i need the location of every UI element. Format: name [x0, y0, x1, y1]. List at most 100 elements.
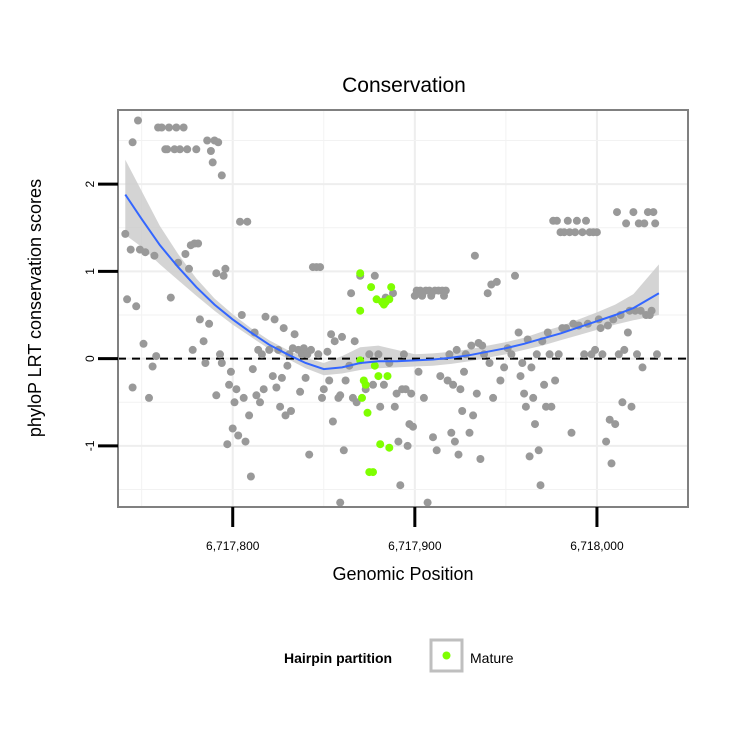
data-point [283, 361, 292, 370]
mature-point [369, 468, 377, 477]
data-point [603, 321, 612, 330]
data-point [591, 345, 600, 354]
data-point [248, 365, 257, 374]
data-point [554, 350, 563, 359]
data-point [314, 350, 323, 359]
data-point [478, 341, 487, 350]
data-point [472, 389, 481, 398]
data-point [634, 219, 643, 228]
data-point [622, 219, 631, 228]
mature-point [363, 408, 372, 417]
data-point [441, 286, 450, 295]
y-axis-ticks: -1 0 1 2 [83, 181, 118, 451]
data-point [454, 450, 463, 459]
data-point [496, 376, 505, 385]
data-point [261, 312, 270, 321]
data-point [636, 306, 645, 315]
data-point [485, 359, 494, 367]
y-tick-label: 1 [83, 268, 97, 275]
data-point [545, 350, 554, 359]
mature-point [361, 380, 370, 389]
data-point [323, 347, 332, 356]
data-point [299, 344, 308, 353]
data-point [521, 402, 530, 411]
data-point [241, 437, 250, 446]
data-point [123, 295, 132, 304]
data-point [429, 433, 437, 442]
data-point [534, 446, 543, 455]
data-point [614, 350, 623, 359]
data-point [511, 271, 519, 280]
data-point [445, 350, 454, 359]
data-point [529, 393, 538, 402]
data-point [237, 311, 246, 319]
data-point [228, 424, 237, 433]
data-point [166, 293, 175, 302]
mature-point [376, 440, 385, 449]
data-point [245, 411, 254, 420]
mature-point [367, 283, 376, 292]
data-point [465, 428, 474, 437]
data-point [449, 380, 458, 389]
data-point [217, 359, 226, 367]
data-point [230, 398, 239, 407]
data-point [602, 437, 611, 446]
data-point [297, 350, 306, 359]
plot-panel [118, 110, 688, 507]
data-point [256, 398, 264, 407]
data-point [547, 402, 556, 411]
data-point [307, 345, 315, 354]
data-point [580, 350, 589, 359]
data-point [525, 452, 534, 461]
x-tick-label: 6,718,000 [570, 539, 624, 553]
data-point [216, 350, 224, 359]
data-point [385, 359, 394, 367]
mature-point [383, 372, 392, 381]
smooth-line [124, 194, 660, 371]
data-point [336, 391, 345, 400]
data-point [194, 239, 203, 248]
data-point [338, 332, 346, 341]
data-point [188, 345, 197, 354]
data-point [399, 350, 408, 359]
data-point [629, 208, 638, 217]
data-point [225, 380, 234, 389]
data-point [520, 389, 529, 398]
data-point [319, 385, 328, 394]
data-point [212, 269, 221, 278]
data-point [243, 217, 252, 226]
data-point [175, 145, 184, 154]
data-point [467, 341, 476, 350]
mature-point [387, 283, 396, 292]
data-point [330, 337, 339, 346]
data-point [157, 123, 166, 132]
data-point [352, 398, 361, 407]
data-point [327, 330, 336, 339]
data-point [443, 376, 452, 385]
data-point [214, 138, 223, 147]
data-point [277, 373, 286, 382]
data-point [272, 383, 281, 392]
data-point [627, 402, 636, 411]
data-point [540, 380, 549, 389]
data-point [316, 263, 325, 272]
data-point [401, 385, 410, 394]
data-point [643, 208, 652, 217]
data-point [203, 136, 212, 145]
mature-point [356, 269, 365, 278]
data-point [128, 138, 137, 147]
data-point [268, 372, 277, 381]
data-point [450, 437, 459, 446]
data-point [234, 431, 243, 440]
data-point [232, 385, 241, 394]
data-point [460, 367, 468, 376]
data-point [572, 216, 581, 225]
data-point [531, 420, 539, 429]
data-point [396, 481, 405, 490]
data-point [653, 350, 661, 359]
x-axis-ticks: 6,717,800 6,717,900 6,718,000 [206, 507, 624, 553]
mature-point [356, 306, 365, 315]
data-point [518, 359, 527, 367]
data-point [276, 402, 285, 411]
